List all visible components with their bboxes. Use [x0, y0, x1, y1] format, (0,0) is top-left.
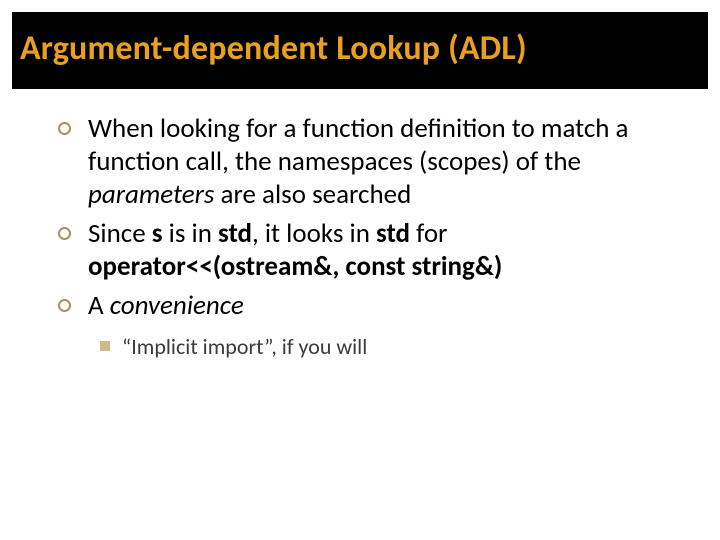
text-run-bold: operator<<(ostream&, const string&) — [88, 250, 502, 283]
sub-bullet-item-1: “Implicit import”, if you will — [98, 333, 680, 361]
text-run: A — [88, 289, 110, 322]
text-run: When looking for a function definition t… — [88, 112, 629, 178]
text-run: Since — [88, 217, 152, 250]
text-run-bold: std — [218, 217, 252, 250]
text-run-italic: convenience — [110, 289, 244, 322]
text-run: “Implicit import”, if you will — [122, 333, 367, 360]
title-bar: Argument-dependent Lookup (ADL) — [12, 12, 708, 89]
text-run: are also searched — [214, 178, 411, 211]
text-run: is in — [163, 217, 218, 250]
bullet-item-2: Since s is in std, it looks in std for o… — [56, 218, 680, 284]
body-area: When looking for a function definition t… — [0, 89, 720, 360]
text-run-bold: s — [152, 217, 163, 250]
bullet-item-1: When looking for a function definition t… — [56, 113, 680, 212]
bullet-item-3: A convenience — [56, 290, 680, 323]
slide: Argument-dependent Lookup (ADL) When loo… — [0, 12, 720, 540]
text-run: , it looks in — [252, 217, 376, 250]
text-run-italic: parameters — [88, 178, 214, 211]
text-run: for — [410, 217, 447, 250]
text-run-bold: std — [376, 217, 410, 250]
slide-title: Argument-dependent Lookup (ADL) — [20, 30, 700, 67]
